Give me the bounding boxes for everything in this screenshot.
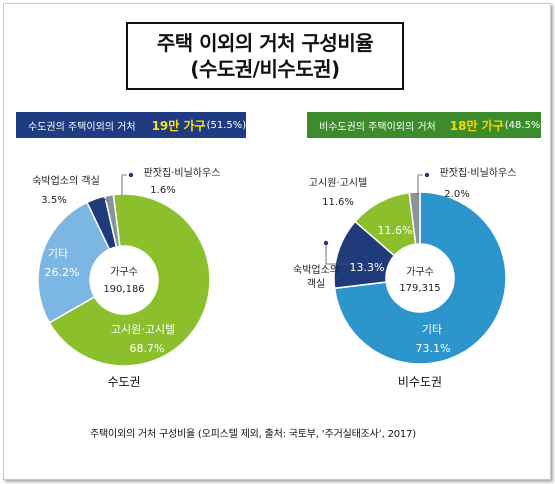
leader-line	[417, 174, 423, 195]
leader-marker	[128, 172, 134, 178]
center-label: 가구수	[110, 266, 138, 278]
slice-label-line: 객실	[307, 278, 325, 290]
title-line-1: 주택 이외의 거처 구성비율	[156, 31, 374, 55]
slice-value: 68.7%	[130, 342, 165, 355]
leader-line	[121, 174, 127, 195]
banner-capital-label: 수도권의 주택이외의 거처	[28, 121, 136, 133]
center-label: 가구수	[406, 266, 434, 278]
slice-value: 11.6%	[322, 197, 354, 208]
leader-line	[325, 243, 354, 265]
title-box: 주택 이외의 거처 구성비율 (수도권/비수도권)	[126, 22, 404, 90]
chart-title: 비수도권	[398, 375, 442, 389]
slice-value: 73.1%	[416, 342, 451, 355]
slice-label-line: 숙박업소의	[293, 263, 339, 276]
leader-marker	[323, 240, 329, 246]
slice-value: 13.3%	[350, 261, 385, 274]
leader-line	[102, 197, 109, 202]
donut-hole	[386, 244, 454, 312]
slice-value: 26.2%	[45, 266, 80, 279]
banner-capital: 수도권의 주택이외의 거처 19만 가구 (51.5%)	[16, 112, 246, 138]
slice-label: 판잣집·비닐하우스	[440, 166, 517, 179]
slice-label: 고시원·고시텔	[309, 177, 367, 189]
slice-value-inner: 11.6%	[378, 224, 413, 237]
title-line-2: (수도권/비수도권)	[190, 57, 340, 81]
slice-label: 기타	[422, 323, 442, 336]
slice-value: 3.5%	[41, 195, 66, 206]
center-value: 190,186	[103, 284, 144, 295]
banner-capital-pct: (51.5%)	[206, 119, 247, 131]
slice-label: 기타	[48, 247, 68, 260]
banner-capital-count: 19만 가구	[151, 118, 206, 133]
slice-value: 2.0%	[444, 189, 469, 200]
banner-non-capital-pct: (48.5%)	[504, 119, 545, 131]
slice-label: 고시원·고시텔	[111, 323, 175, 336]
slice-label: 숙박업소의 객실	[32, 174, 100, 187]
slice-value: 1.6%	[150, 185, 175, 196]
donut-hole	[90, 246, 158, 314]
banner-non-capital: 비수도권의 주택이외의 거처 18만 가구 (48.5%)	[307, 112, 544, 138]
banner-non-capital-label: 비수도권의 주택이외의 거처	[319, 121, 436, 133]
center-value: 179,315	[399, 283, 440, 294]
banner-non-capital-count: 18만 가구	[449, 118, 504, 133]
figure-caption: 주택이외의 거처 구성비율 (오피스텔 제외, 출처: 국토부, ‘주거실태조사…	[90, 429, 416, 440]
chart-title: 수도권	[107, 375, 140, 389]
leader-marker	[424, 172, 430, 178]
slice-label: 판잣집·비닐하우스	[144, 166, 221, 179]
